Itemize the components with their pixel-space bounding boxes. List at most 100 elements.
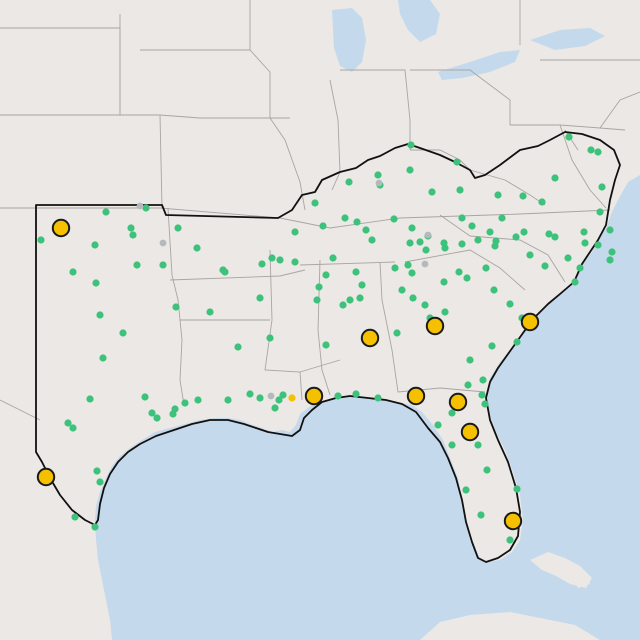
station-marker-icon[interactable] [526, 251, 534, 259]
station-marker-icon[interactable] [462, 486, 470, 494]
inactive-station-marker-icon[interactable] [424, 231, 432, 239]
station-marker-icon[interactable] [571, 278, 579, 286]
station-marker-icon[interactable] [276, 256, 284, 264]
station-marker-icon[interactable] [271, 404, 279, 412]
station-marker-icon[interactable] [99, 354, 107, 362]
station-marker-icon[interactable] [434, 421, 442, 429]
inactive-station-marker-icon[interactable] [375, 179, 383, 187]
major-station-marker-icon[interactable] [360, 328, 380, 348]
station-marker-icon[interactable] [482, 264, 490, 272]
major-station-marker-icon[interactable] [36, 467, 56, 487]
station-marker-icon[interactable] [483, 466, 491, 474]
station-marker-icon[interactable] [404, 261, 412, 269]
station-marker-icon[interactable] [341, 214, 349, 222]
inactive-station-marker-icon[interactable] [136, 202, 144, 210]
station-marker-icon[interactable] [246, 390, 254, 398]
station-marker-icon[interactable] [448, 409, 456, 417]
station-marker-icon[interactable] [266, 334, 274, 342]
station-marker-icon[interactable] [491, 242, 499, 250]
station-marker-icon[interactable] [311, 199, 319, 207]
station-marker-icon[interactable] [69, 268, 77, 276]
station-marker-icon[interactable] [92, 279, 100, 287]
station-marker-icon[interactable] [408, 224, 416, 232]
station-marker-icon[interactable] [119, 329, 127, 337]
major-station-marker-icon[interactable] [448, 392, 468, 412]
station-marker-icon[interactable] [441, 308, 449, 316]
station-marker-icon[interactable] [153, 414, 161, 422]
station-marker-icon[interactable] [477, 511, 485, 519]
station-marker-icon[interactable] [486, 228, 494, 236]
station-marker-icon[interactable] [406, 166, 414, 174]
station-marker-icon[interactable] [458, 240, 466, 248]
station-marker-icon[interactable] [322, 271, 330, 279]
station-marker-icon[interactable] [159, 261, 167, 269]
major-station-marker-icon[interactable] [406, 386, 426, 406]
station-marker-icon[interactable] [498, 214, 506, 222]
station-marker-icon[interactable] [256, 394, 264, 402]
station-marker-icon[interactable] [315, 283, 323, 291]
station-marker-icon[interactable] [608, 248, 616, 256]
station-marker-icon[interactable] [374, 394, 382, 402]
station-marker-icon[interactable] [594, 148, 602, 156]
station-marker-icon[interactable] [102, 208, 110, 216]
inactive-station-marker-icon[interactable] [159, 239, 167, 247]
station-marker-icon[interactable] [221, 268, 229, 276]
station-marker-icon[interactable] [368, 236, 376, 244]
station-marker-icon[interactable] [407, 141, 415, 149]
station-marker-icon[interactable] [172, 303, 180, 311]
station-marker-icon[interactable] [69, 424, 77, 432]
station-marker-icon[interactable] [141, 393, 149, 401]
station-marker-icon[interactable] [513, 485, 521, 493]
station-marker-icon[interactable] [224, 396, 232, 404]
station-marker-icon[interactable] [398, 286, 406, 294]
station-marker-icon[interactable] [339, 301, 347, 309]
station-marker-icon[interactable] [64, 419, 72, 427]
station-marker-icon[interactable] [416, 238, 424, 246]
station-marker-icon[interactable] [409, 294, 417, 302]
station-marker-icon[interactable] [181, 399, 189, 407]
station-marker-icon[interactable] [390, 215, 398, 223]
station-marker-icon[interactable] [352, 268, 360, 276]
station-marker-icon[interactable] [520, 228, 528, 236]
station-marker-icon[interactable] [37, 236, 45, 244]
station-marker-icon[interactable] [352, 390, 360, 398]
major-station-marker-icon[interactable] [304, 386, 324, 406]
station-marker-icon[interactable] [474, 236, 482, 244]
station-marker-icon[interactable] [329, 254, 337, 262]
station-marker-icon[interactable] [606, 226, 614, 234]
station-marker-icon[interactable] [598, 183, 606, 191]
station-marker-icon[interactable] [408, 269, 416, 277]
station-marker-icon[interactable] [362, 226, 370, 234]
station-marker-icon[interactable] [464, 381, 472, 389]
station-marker-icon[interactable] [456, 186, 464, 194]
station-marker-icon[interactable] [256, 294, 264, 302]
station-marker-icon[interactable] [422, 246, 430, 254]
station-marker-icon[interactable] [421, 301, 429, 309]
station-marker-icon[interactable] [91, 523, 99, 531]
station-marker-icon[interactable] [391, 264, 399, 272]
station-marker-icon[interactable] [478, 391, 486, 399]
station-marker-icon[interactable] [393, 329, 401, 337]
station-marker-icon[interactable] [319, 222, 327, 230]
station-marker-icon[interactable] [142, 204, 150, 212]
station-marker-icon[interactable] [474, 441, 482, 449]
station-marker-icon[interactable] [268, 254, 276, 262]
station-marker-icon[interactable] [519, 192, 527, 200]
station-marker-icon[interactable] [169, 410, 177, 418]
major-station-marker-icon[interactable] [460, 422, 480, 442]
station-marker-icon[interactable] [428, 188, 436, 196]
station-marker-icon[interactable] [479, 376, 487, 384]
station-marker-icon[interactable] [193, 244, 201, 252]
inactive-station-marker-icon[interactable] [421, 260, 429, 268]
station-marker-icon[interactable] [458, 214, 466, 222]
station-marker-icon[interactable] [234, 343, 242, 351]
station-marker-icon[interactable] [448, 441, 456, 449]
station-marker-icon[interactable] [565, 133, 573, 141]
station-marker-icon[interactable] [358, 281, 366, 289]
station-marker-icon[interactable] [441, 244, 449, 252]
station-marker-icon[interactable] [576, 264, 584, 272]
station-marker-icon[interactable] [453, 158, 461, 166]
station-marker-icon[interactable] [129, 231, 137, 239]
